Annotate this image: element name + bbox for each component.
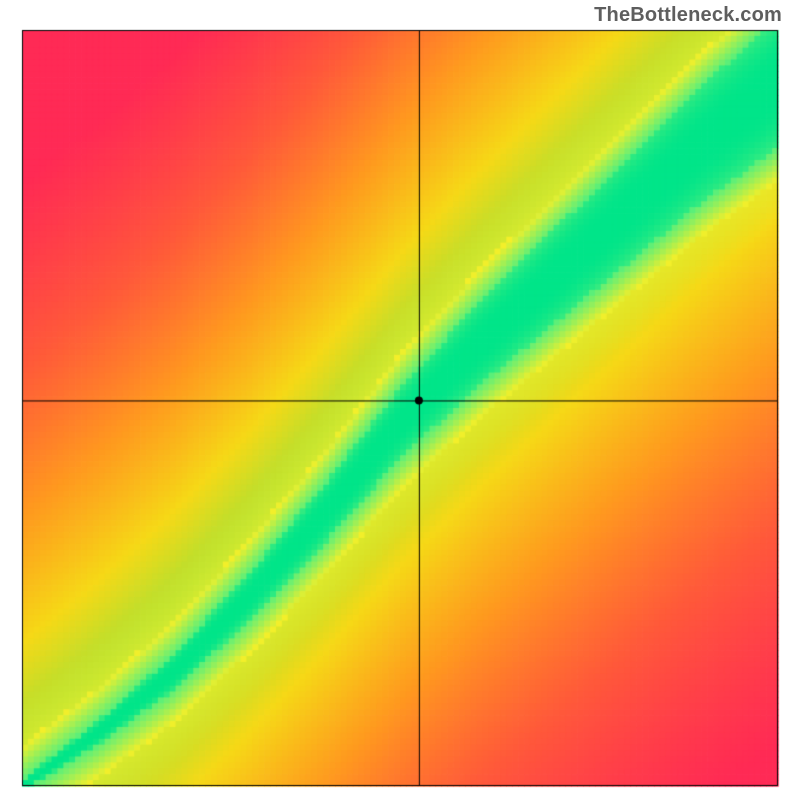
watermark-text: TheBottleneck.com (594, 4, 782, 27)
bottleneck-heatmap (0, 0, 800, 800)
